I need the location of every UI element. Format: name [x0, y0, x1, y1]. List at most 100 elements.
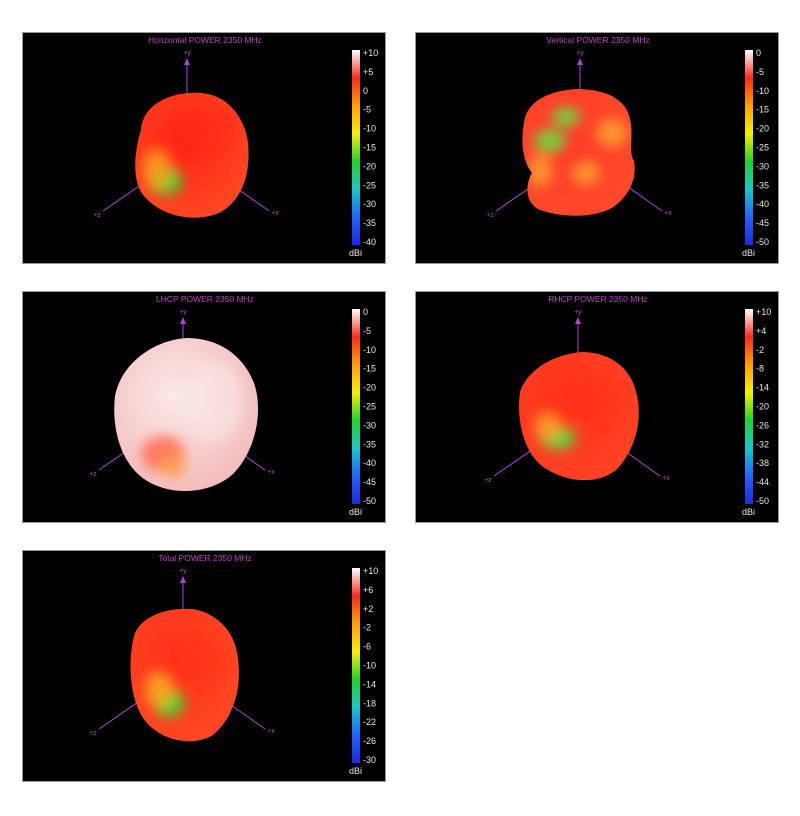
colorbar-unit: dBi: [349, 507, 362, 517]
y-axis-label: +y: [179, 568, 187, 575]
z-axis-label: +z: [89, 471, 97, 478]
pattern-region-highlight: [179, 641, 223, 681]
colorbar-tick-label: +10: [363, 48, 378, 58]
colorbar-tick-label: +6: [363, 585, 373, 595]
pattern-shading: [534, 382, 620, 450]
colorbar-unit: dBi: [742, 248, 755, 258]
panel-lhcp-power: LHCP POWER 2350 MHz +y +z +x 0 -5 -10 -15 -20 -25…: [22, 291, 386, 523]
pattern-region-min: [534, 129, 566, 153]
colorbar-tick-label: -40: [363, 237, 376, 247]
pattern-canvas: Horizontal POWER 2350 MHz +y +z +x +10 +5 0 -5 -…: [93, 35, 378, 258]
x-axis-label: +x: [662, 475, 670, 482]
colorbar-tick-label: +10: [363, 566, 378, 576]
colorbar: [352, 50, 360, 245]
panel-title: Vertical POWER 2350 MHz: [546, 35, 649, 45]
radiation-pattern: [130, 608, 239, 742]
panel-horizontal-power: Horizontal POWER 2350 MHz +y +z +x +10 +5 0 -5 -…: [22, 32, 386, 264]
panel-title: LHCP POWER 2350 MHz: [156, 294, 254, 304]
colorbar-tick-label: -25: [363, 402, 376, 412]
colorbar-tick-label: -40: [363, 458, 376, 468]
pattern-canvas: Total POWER 2350 MHz +y +z +x +10 +6 +2 -2 -6 -10…: [89, 553, 378, 776]
colorbar: [352, 309, 360, 504]
z-axis-label: +z: [484, 477, 492, 484]
x-axis-label: +x: [267, 469, 275, 476]
pattern-shading: [143, 103, 239, 195]
pattern-surface: [130, 608, 239, 742]
colorbar-tick-label: -18: [363, 698, 376, 708]
pattern-region-low: [534, 412, 562, 440]
colorbar-tick-label: -15: [756, 105, 769, 115]
colorbar-tick-label: -25: [756, 143, 769, 153]
colorbar-tick-label: -8: [756, 364, 764, 374]
colorbar-tick-label: -5: [363, 105, 371, 115]
colorbar-tick-label: -15: [363, 143, 376, 153]
y-axis-arrow: [184, 58, 190, 65]
pattern-region-low: [528, 155, 552, 187]
colorbar-tick-label: -20: [756, 124, 769, 134]
colorbar-tick-label: -35: [363, 439, 376, 449]
colorbar-tick-label: -22: [363, 717, 376, 727]
y-axis-arrow: [575, 317, 581, 324]
colorbar-tick-label: +2: [363, 604, 373, 614]
panel-title: Total POWER 2350 MHz: [158, 553, 252, 563]
colorbar-tick-label: -10: [363, 124, 376, 134]
y-axis-arrow: [180, 576, 186, 583]
colorbar-tick-label: -30: [756, 161, 769, 171]
x-axis-label: +x: [267, 728, 275, 735]
colorbar-tick-label: -14: [756, 383, 769, 393]
colorbar-tick-label: -50: [363, 496, 376, 506]
colorbar-tick-label: -10: [363, 345, 376, 355]
colorbar-tick-label: +4: [756, 326, 766, 336]
colorbar-tick-label: -30: [363, 755, 376, 765]
z-axis-label: +z: [89, 730, 97, 737]
pattern-shading: [145, 641, 223, 717]
colorbar-tick-label: -14: [363, 679, 376, 689]
pattern-canvas: Vertical POWER 2350 MHz +y +z +x 0 -5 -10 -15 -2…: [486, 35, 769, 258]
colorbar-tick-label: 0: [363, 86, 368, 96]
colorbar-tick-label: -30: [363, 420, 376, 430]
colorbar-tick-label: +5: [363, 67, 373, 77]
pattern-region-low: [596, 119, 628, 147]
colorbar: [745, 50, 753, 245]
y-axis-label: +y: [183, 50, 191, 57]
colorbar-tick-label: -10: [756, 86, 769, 96]
colorbar-tick-label: -35: [363, 218, 376, 228]
z-axis-label: +z: [93, 212, 101, 219]
pattern-region-highlight: [179, 103, 239, 155]
colorbar-tick-label: 0: [756, 48, 761, 58]
colorbar-tick-label: -20: [363, 161, 376, 171]
colorbar-tick-label: -32: [756, 439, 769, 449]
pattern-region-highlight: [183, 362, 243, 442]
radiation-pattern: [135, 92, 249, 218]
pattern-region-low: [143, 149, 171, 189]
panel-title: RHCP POWER 2350 MHz: [548, 294, 648, 304]
colorbar-tick-label: -40: [756, 199, 769, 209]
colorbar-tick-label: -44: [756, 477, 769, 487]
radiation-pattern: [522, 89, 635, 216]
colorbar-tick-label: -50: [756, 237, 769, 247]
colorbar-tick-label: -5: [756, 67, 764, 77]
pattern-surface: [522, 89, 635, 216]
colorbar-unit: dBi: [742, 507, 755, 517]
colorbar-tick-label: -26: [363, 736, 376, 746]
z-axis-label: +z: [486, 212, 494, 219]
pattern-region-low: [145, 671, 173, 707]
radiation-pattern: [114, 338, 259, 492]
colorbar-tick-label: 0: [363, 307, 368, 317]
colorbar-tick-label: -2: [756, 345, 764, 355]
colorbar-tick-label: -20: [756, 402, 769, 412]
colorbar-tick-label: -6: [363, 642, 371, 652]
colorbar-unit: dBi: [349, 766, 362, 776]
pattern-region-highlight: [572, 382, 620, 426]
pattern-shading: [528, 107, 628, 187]
y-axis-arrow: [180, 317, 186, 324]
panel-vertical-power: Vertical POWER 2350 MHz +y +z +x 0 -5 -10 -15 -2…: [415, 32, 779, 264]
colorbar: [745, 309, 753, 504]
pattern-canvas: RHCP POWER 2350 MHz +y +z +x +10 +4 -2 -8 -14 -20…: [484, 294, 771, 517]
colorbar-tick-label: +10: [756, 307, 771, 317]
y-axis-arrow: [577, 58, 583, 65]
panel-rhcp-power: RHCP POWER 2350 MHz +y +z +x +10 +4 -2 -8 -14 -20…: [415, 291, 779, 523]
pattern-region-min: [159, 454, 187, 478]
colorbar-tick-label: -38: [756, 458, 769, 468]
x-axis-label: +x: [271, 210, 279, 217]
